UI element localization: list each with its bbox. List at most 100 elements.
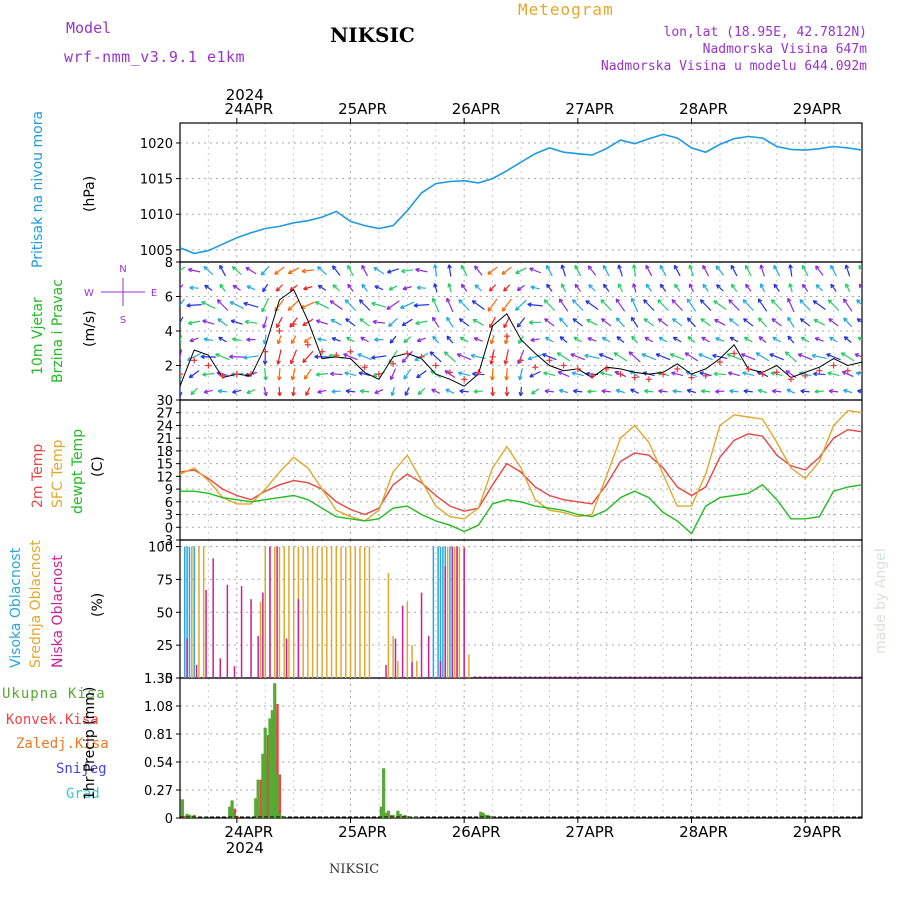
wind-arrow [401, 350, 413, 363]
wind-arrow-head [403, 376, 408, 380]
wind-arrow [743, 318, 754, 327]
wind-arrow-head [487, 272, 492, 275]
wind-arrow-head [358, 299, 362, 304]
wind-arrow [347, 283, 354, 292]
wind-arrow-head [291, 340, 296, 345]
wind-arrow [574, 283, 581, 292]
wind-arrow-head [572, 299, 575, 304]
wind-arrow [628, 351, 641, 363]
wind-arrow-head [769, 353, 773, 358]
wind-arrow [829, 390, 839, 393]
wind-arrow [632, 283, 637, 293]
wind-arrow [189, 337, 199, 342]
wind-arrow-head [345, 390, 350, 394]
wind-arrow-head [203, 266, 206, 271]
precip-legend-total: Ukupna Kisa [2, 686, 106, 702]
wind-arrow [601, 390, 611, 393]
wind-arrow [315, 301, 330, 309]
wind-arrow-head [229, 356, 234, 360]
wind-arrow-head [560, 264, 563, 269]
wind-arrow [501, 266, 512, 275]
wind-arrow [459, 390, 469, 393]
wind-arrow-head [201, 301, 205, 306]
wind-arrow [304, 336, 312, 343]
wind-arrow-head [855, 372, 860, 376]
wind-arrow-head [262, 289, 267, 293]
wind-arrow-head [557, 371, 562, 376]
wind-arrow-head [278, 376, 282, 381]
wind-arrow [631, 298, 639, 313]
panel-frame [179, 539, 863, 679]
wind-arrow [686, 298, 697, 312]
wind-arrow [517, 349, 525, 365]
wind-arrow-head [672, 390, 677, 394]
wind-arrow-head [815, 284, 819, 289]
precip-total-bar [488, 815, 492, 818]
precip-total-bar [479, 811, 483, 818]
wind-arrow-head [246, 285, 250, 290]
wind-arrow [729, 336, 739, 343]
wind-arrow [186, 304, 202, 307]
wind-arrow [772, 390, 782, 393]
wind-arrow [715, 265, 725, 276]
wind-arrow-head [841, 371, 846, 376]
y-tick-label: 0.27 [144, 784, 173, 799]
wind-arrow [657, 299, 669, 311]
wind-arrow-head [740, 353, 745, 358]
wind-arrow [772, 336, 781, 343]
wind-arrow [729, 318, 740, 327]
wind-arrow-head [401, 270, 406, 274]
wind-arrow-head [729, 390, 734, 394]
wind-arrow-head [245, 267, 249, 272]
wind-arrow [489, 316, 496, 328]
wind-arrow [615, 298, 626, 312]
y-tick-label: 1005 [140, 244, 173, 259]
wind-arrow-head [232, 285, 236, 290]
wind-arrow [800, 390, 810, 393]
wind-arrow [558, 298, 569, 312]
wind-arrow-head [615, 317, 619, 322]
wind-arrow-head [797, 353, 802, 358]
wind-arrow [641, 353, 657, 361]
wind-arrow-head [727, 372, 732, 376]
wind-arrow-head [343, 353, 347, 358]
precip-conv-bar [394, 816, 398, 818]
wind-arrow [434, 264, 438, 277]
wind-arrow [856, 318, 862, 324]
wind-arrow [456, 353, 472, 361]
wind-arrow [219, 265, 226, 277]
day-label-top: 25APR [338, 100, 387, 118]
model-name: wrf-nmm_v3.9.1 e1km [64, 48, 246, 66]
wind-arrow [388, 317, 398, 327]
wind-arrow-head [617, 264, 620, 269]
pressure-ylabel: Pritisak na nivou mora [30, 110, 46, 268]
wind-arrow [543, 299, 556, 311]
wind-arrow-head [519, 376, 523, 381]
wind-arrow-head [786, 389, 790, 393]
wind-arrow-head [686, 317, 690, 322]
wind-arrow [260, 265, 270, 276]
wind-arrow [845, 264, 851, 277]
wind-arrow [688, 283, 695, 293]
wind-arrow-head [587, 337, 591, 342]
dewpt-ylabel: dewpt Temp [70, 428, 86, 514]
precip-total-bar [270, 710, 274, 818]
wind-arrow-head [826, 353, 830, 358]
wind-arrow-head [799, 318, 803, 323]
model-elevation-label: Nadmorska Visina u modelu 644.092m [600, 59, 867, 74]
wind-arrow-head [175, 274, 179, 275]
y-tick-label: 21 [156, 432, 173, 447]
wind-arrow [275, 284, 284, 292]
wind-arrow [386, 300, 400, 310]
compass-e: E [151, 288, 157, 299]
wind-arrow [189, 286, 199, 289]
wind-arrow-head [490, 360, 495, 365]
y-tick-label: 2 [165, 360, 173, 375]
day-label-bottom: 29APR [793, 823, 842, 841]
wind-arrow [460, 265, 468, 277]
wind-arrow [645, 283, 653, 292]
wind-arrow-head [402, 288, 408, 291]
panel-frame [179, 677, 863, 819]
precip-total-bar [185, 813, 189, 818]
wind-arrow [613, 352, 628, 362]
